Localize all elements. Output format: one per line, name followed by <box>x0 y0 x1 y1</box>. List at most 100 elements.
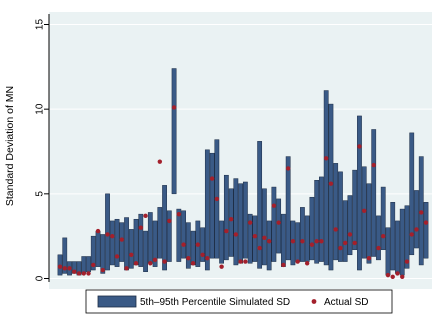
range-bar <box>338 171 343 262</box>
actual-point <box>352 240 357 246</box>
range-bar <box>114 218 120 267</box>
actual-point <box>395 271 400 276</box>
range-bar <box>352 169 358 250</box>
range-bar <box>247 213 253 264</box>
y-tick-label-1: 5 <box>35 191 46 197</box>
range-bar <box>147 212 153 264</box>
actual-point <box>262 235 267 241</box>
actual-point <box>342 240 348 246</box>
actual-point <box>214 196 220 202</box>
actual-point <box>81 271 86 276</box>
range-bar <box>252 215 258 262</box>
range-bar <box>257 141 263 269</box>
actual-point <box>423 220 429 225</box>
range-bar <box>300 207 305 262</box>
actual-point <box>285 166 291 171</box>
range-bar <box>105 193 110 271</box>
actual-point <box>76 271 82 276</box>
range-bar <box>281 213 286 267</box>
range-bar <box>271 186 277 262</box>
actual-point <box>72 269 77 274</box>
range-bar <box>390 202 396 271</box>
actual-point <box>338 245 343 251</box>
actual-point <box>224 228 229 234</box>
range-bar <box>323 90 329 266</box>
actual-point <box>148 261 153 266</box>
range-bar <box>119 222 125 262</box>
actual-point <box>357 144 362 149</box>
actual-points <box>57 105 429 280</box>
range-bar <box>395 220 400 274</box>
actual-point <box>347 232 353 237</box>
range-bar <box>404 205 410 269</box>
actual-point <box>143 213 148 219</box>
actual-point <box>252 233 258 239</box>
actual-point <box>243 259 248 264</box>
range-bar <box>262 188 267 266</box>
actual-point <box>390 274 395 280</box>
actual-point <box>152 257 158 263</box>
range-bar <box>304 215 310 262</box>
range-bar <box>209 152 215 259</box>
range-bar <box>223 174 229 261</box>
range-bar <box>276 198 282 254</box>
y-tick-label-3: 15 <box>35 19 46 31</box>
actual-point <box>119 237 124 242</box>
range-bar <box>266 220 272 271</box>
range-bar <box>138 213 144 267</box>
range-bar <box>371 129 377 257</box>
actual-point <box>328 181 334 186</box>
range-bar <box>233 178 239 266</box>
range-bar <box>309 196 315 261</box>
range-bar <box>109 220 115 266</box>
legend-range-swatch <box>97 295 137 308</box>
range-bar <box>62 237 68 274</box>
actual-point <box>195 242 201 247</box>
range-bar <box>181 210 186 259</box>
range-bar <box>357 115 362 271</box>
range-bar <box>219 220 224 264</box>
actual-point <box>133 261 139 266</box>
range-bar <box>171 68 177 195</box>
actual-point <box>205 255 210 261</box>
actual-point <box>409 232 414 237</box>
actual-point <box>295 259 300 264</box>
actual-point <box>86 271 91 276</box>
range-bar <box>162 185 167 271</box>
range-bar <box>423 202 429 259</box>
legend-range-label: 5th–95th Percentile Simulated SD <box>140 297 290 308</box>
actual-point <box>314 239 319 244</box>
actual-point <box>162 259 167 264</box>
y-tick-label-0: 0 <box>35 275 46 281</box>
range-bar <box>414 190 419 249</box>
actual-point <box>138 225 144 230</box>
actual-point <box>304 261 310 266</box>
legend-point-marker <box>311 299 317 304</box>
actual-point <box>404 259 410 264</box>
range-bar <box>319 176 324 262</box>
actual-point <box>67 266 72 271</box>
actual-point <box>190 261 196 266</box>
range-bar <box>228 188 234 257</box>
range-bar <box>399 208 405 276</box>
actual-point <box>238 259 243 264</box>
actual-point <box>186 255 191 261</box>
range-bar <box>133 218 139 266</box>
range-bar <box>204 149 210 271</box>
range-bar <box>100 234 106 274</box>
range-bar <box>328 103 334 271</box>
range-bar <box>90 235 96 271</box>
range-bar <box>157 207 163 259</box>
actual-point <box>91 262 96 268</box>
actual-point <box>271 203 277 208</box>
actual-point <box>129 252 134 257</box>
actual-point <box>414 227 419 232</box>
legend-point-label: Actual SD <box>324 297 368 308</box>
range-bar <box>166 210 172 262</box>
actual-point <box>247 220 253 225</box>
range-bar <box>185 222 191 269</box>
range-bar <box>366 183 372 264</box>
range-bar <box>376 215 381 261</box>
